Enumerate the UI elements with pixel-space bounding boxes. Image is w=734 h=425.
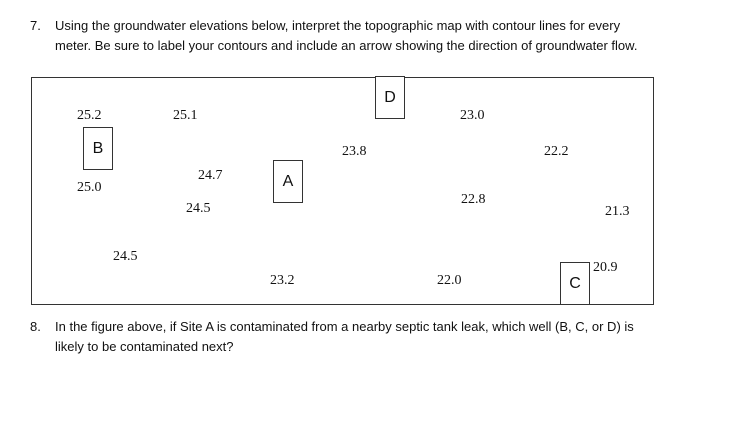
- elevation: 22.8: [461, 192, 486, 207]
- elevation: 24.5: [186, 201, 211, 216]
- elevation: 20.9: [593, 260, 618, 275]
- question-text: meter. Be sure to label your contours an…: [55, 38, 638, 53]
- elevation: 25.2: [77, 108, 102, 123]
- elevation: 24.5: [113, 249, 138, 264]
- elevation: 22.0: [437, 273, 462, 288]
- elevation: 25.1: [173, 108, 198, 123]
- elevation: 25.0: [77, 180, 102, 195]
- elevation: 24.7: [198, 168, 223, 183]
- well: D: [375, 76, 405, 119]
- question-number: 7.: [30, 18, 41, 33]
- well: C: [560, 262, 590, 305]
- well: A: [273, 160, 303, 203]
- map: 25.2 25.1 23.0 23.8 22.2 24.7 25.0 22.8 …: [31, 76, 654, 305]
- elevation: 21.3: [605, 204, 630, 219]
- question-text: Using the groundwater elevations below, …: [55, 18, 621, 33]
- question-text: In the figure above, if Site A is contam…: [55, 319, 634, 334]
- well: B: [83, 127, 113, 170]
- elevation: 22.2: [544, 144, 569, 159]
- elevation: 23.0: [460, 108, 485, 123]
- question-text: likely to be contaminated next?: [55, 339, 234, 354]
- elevation: 23.2: [270, 273, 295, 288]
- question-number: 8.: [30, 319, 41, 334]
- elevation: 23.8: [342, 144, 367, 159]
